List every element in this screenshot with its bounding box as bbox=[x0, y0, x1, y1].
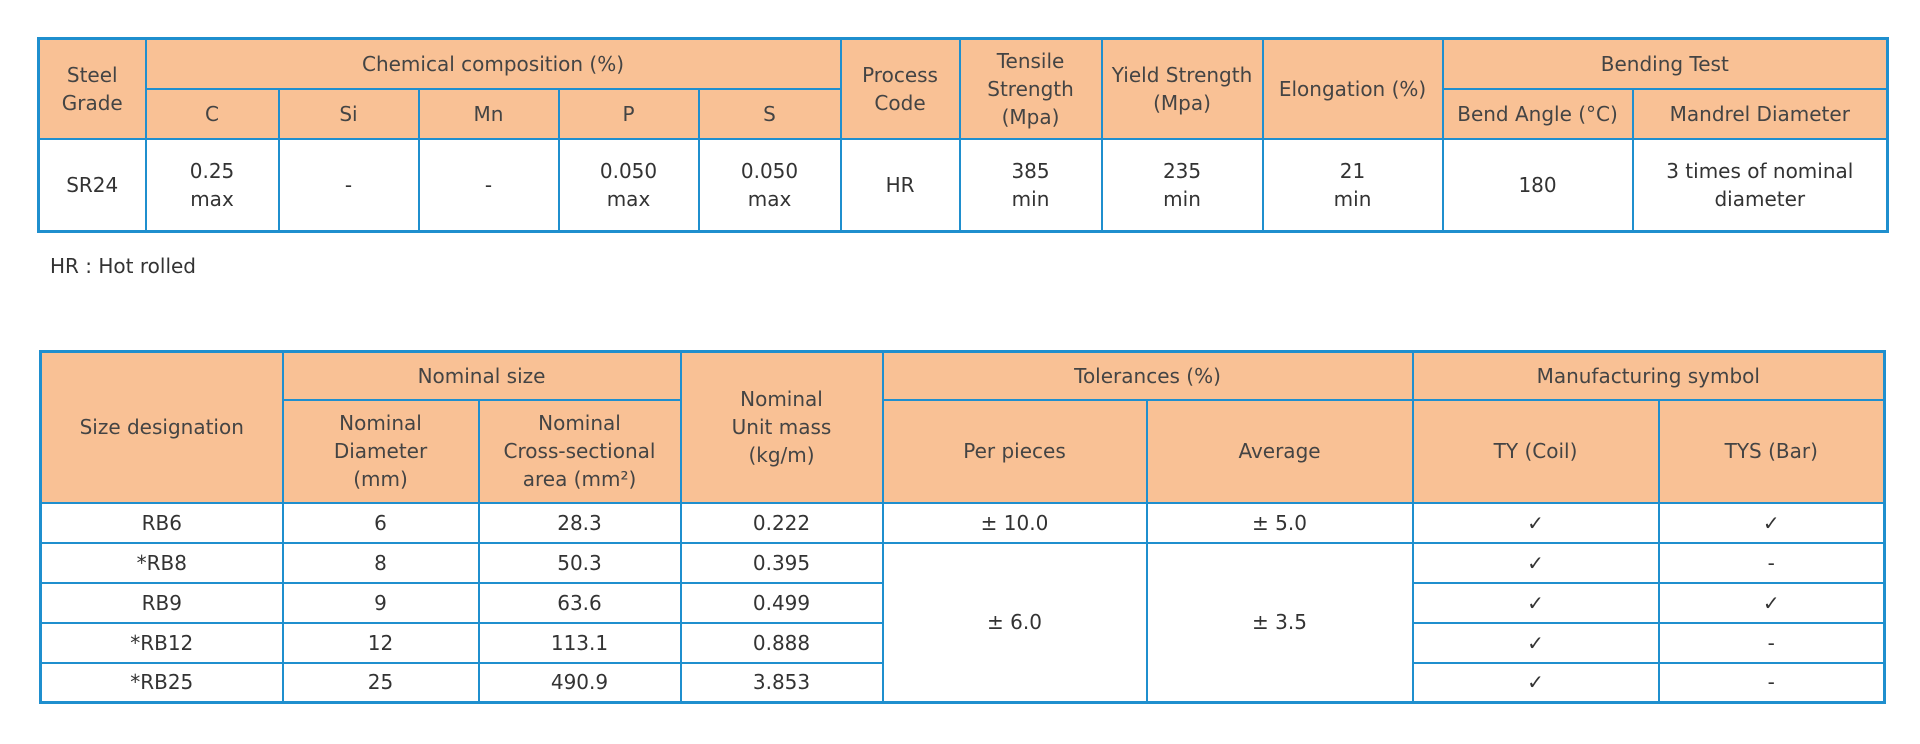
data-cell: 6 bbox=[281, 501, 480, 544]
header-cell: Nominal size bbox=[281, 350, 682, 401]
data-cell: 3.853 bbox=[679, 661, 884, 704]
data-cell: RB9 bbox=[39, 581, 284, 624]
data-cell: RB6 bbox=[39, 501, 284, 544]
data-cell: 25 bbox=[281, 661, 480, 704]
data-cell: 3 times of nominal diameter bbox=[1631, 137, 1889, 233]
composition-table: Steel Grade Chemical composition (%) Pro… bbox=[37, 37, 1890, 233]
data-cell: 0.499 bbox=[679, 581, 884, 624]
header-cell: Si bbox=[277, 87, 420, 140]
data-cell: 8 bbox=[281, 541, 480, 584]
symbol-cell: - bbox=[1657, 541, 1886, 584]
data-cell: *RB8 bbox=[39, 541, 284, 584]
header-cell: Nominal Diameter (mm) bbox=[281, 398, 480, 504]
header-cell: Elongation (%) bbox=[1261, 37, 1444, 140]
data-cell: 21 min bbox=[1261, 137, 1444, 233]
tolerance-cell: ± 10.0 bbox=[881, 501, 1148, 544]
data-cell: *RB25 bbox=[39, 661, 284, 704]
data-cell: 9 bbox=[281, 581, 480, 624]
header-cell: Steel Grade bbox=[37, 37, 147, 140]
symbol-cell: ✓ bbox=[1657, 581, 1886, 624]
data-cell: HR bbox=[839, 137, 961, 233]
data-cell: 28.3 bbox=[477, 501, 682, 544]
symbol-cell: - bbox=[1657, 621, 1886, 664]
header-cell: Size designation bbox=[39, 350, 284, 504]
data-cell: 180 bbox=[1441, 137, 1634, 233]
header-cell: TY (Coil) bbox=[1411, 398, 1660, 504]
header-cell: P bbox=[557, 87, 700, 140]
data-row: *RB25 25 490.9 3.853 ✓ - bbox=[39, 661, 1886, 704]
header-cell: Tensile Strength (Mpa) bbox=[958, 37, 1103, 140]
header-cell: Nominal Unit mass (kg/m) bbox=[679, 350, 884, 504]
data-row: RB6 6 28.3 0.222 ± 10.0 ± 5.0 ✓ ✓ bbox=[39, 501, 1886, 544]
data-cell: SR24 bbox=[37, 137, 147, 233]
data-cell: 0.050 max bbox=[557, 137, 700, 233]
header-cell: Bending Test bbox=[1441, 37, 1889, 90]
data-cell: 0.888 bbox=[679, 621, 884, 664]
symbol-cell: ✓ bbox=[1411, 661, 1660, 704]
symbol-cell: ✓ bbox=[1411, 541, 1660, 584]
tolerance-cell: ± 5.0 bbox=[1145, 501, 1414, 544]
data-cell: 385 min bbox=[958, 137, 1103, 233]
data-row: *RB8 8 50.3 0.395 ± 6.0 ± 3.5 ✓ - bbox=[39, 541, 1886, 704]
header-cell: Per pieces bbox=[881, 398, 1148, 504]
header-cell: Average bbox=[1145, 398, 1414, 504]
data-cell: 0.222 bbox=[679, 501, 884, 544]
tolerance-cell: ± 3.5 bbox=[1145, 541, 1414, 704]
data-cell: *RB12 bbox=[39, 621, 284, 664]
header-cell: Yield Strength (Mpa) bbox=[1100, 37, 1264, 140]
header-cell: Nominal Cross-sectional area (mm²) bbox=[477, 398, 682, 504]
header-row: Nominal Diameter (mm) Nominal Cross-sect… bbox=[41, 398, 1886, 504]
symbol-cell: ✓ bbox=[1411, 621, 1660, 664]
header-row: Size designation Nominal size Nominal Un… bbox=[39, 350, 1886, 504]
symbol-cell: - bbox=[1657, 661, 1886, 704]
header-cell: Mn bbox=[417, 87, 560, 140]
header-cell: Mandrel Diameter bbox=[1631, 87, 1889, 140]
symbol-cell: ✓ bbox=[1657, 501, 1886, 544]
data-cell: - bbox=[417, 137, 560, 233]
header-cell: TYS (Bar) bbox=[1657, 398, 1886, 504]
header-cell: Process Code bbox=[839, 37, 961, 140]
data-row: SR24 0.25 max - -0.050 max 0.050 max HR 385 mi… bbox=[37, 137, 1889, 233]
header-cell: Tolerances (%) bbox=[881, 350, 1414, 401]
data-cell: 63.6 bbox=[477, 581, 682, 624]
header-cell: Manufacturing symbol bbox=[1411, 350, 1886, 401]
header-row: Steel Grade Chemical composition (%) Pro… bbox=[37, 37, 1889, 140]
data-cell: 235 min bbox=[1100, 137, 1264, 233]
data-cell: - bbox=[277, 137, 420, 233]
data-cell: 0.25 max bbox=[144, 137, 280, 233]
data-cell: 0.050 max bbox=[697, 137, 842, 233]
note: HR : Hot rolled bbox=[50, 254, 196, 278]
header-cell: C bbox=[144, 87, 280, 140]
header-cell: S bbox=[697, 87, 842, 140]
data-row: RB9 9 63.6 0.499 ✓ ✓ bbox=[39, 581, 1886, 624]
data-cell: 0.395 bbox=[679, 541, 884, 584]
data-row: *RB12 12 113.1 0.888 ✓ - bbox=[39, 621, 1886, 664]
data-cell: 113.1 bbox=[477, 621, 682, 664]
data-cell: 12 bbox=[281, 621, 480, 664]
tolerance-cell: ± 6.0 bbox=[881, 541, 1148, 704]
header-cell: Chemical composition (%) bbox=[144, 37, 842, 90]
data-cell: 490.9 bbox=[477, 661, 682, 704]
header-row: C Si Mn P S Bend Angle (°C) Mandrel Diameter bbox=[39, 87, 1889, 140]
size-table: Size designation Nominal size Nominal Un… bbox=[39, 350, 1887, 704]
header-cell: Bend Angle (°C) bbox=[1441, 87, 1634, 140]
symbol-cell: ✓ bbox=[1411, 581, 1660, 624]
symbol-cell: ✓ bbox=[1411, 501, 1660, 544]
data-cell: 50.3 bbox=[477, 541, 682, 584]
